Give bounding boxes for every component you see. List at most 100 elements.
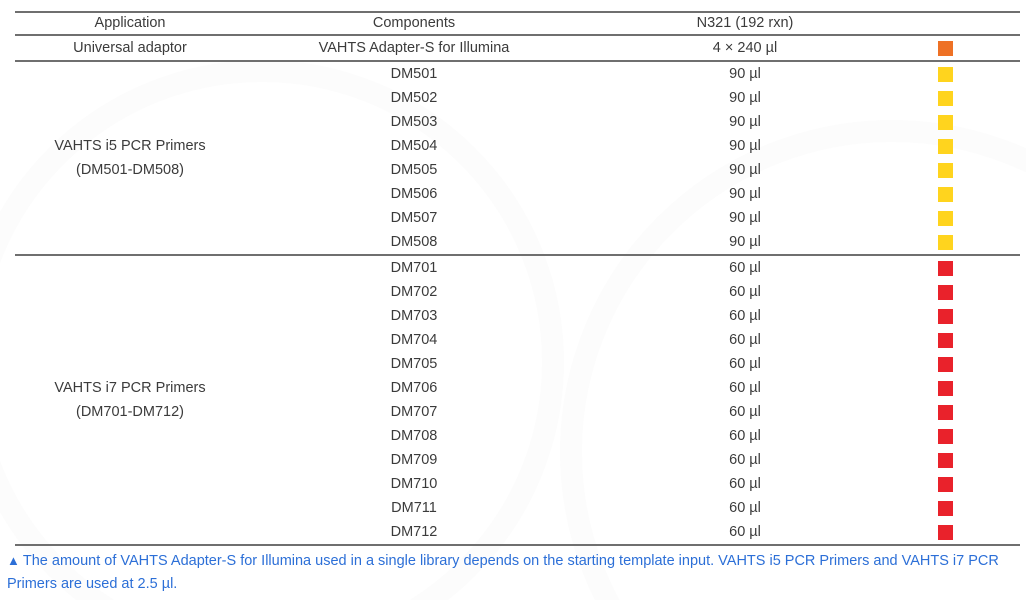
red-swatch (938, 332, 953, 348)
amount-cell: 90 µl (729, 138, 761, 154)
table-row: DM706 60 µl (245, 376, 1020, 400)
yellow-swatch (938, 114, 953, 130)
red-swatch (938, 308, 953, 324)
component-cell: DM705 (390, 356, 438, 372)
table-row: DM703 60 µl (245, 304, 1020, 328)
footnote-text: The amount of VAHTS Adapter-S for Illumi… (7, 553, 999, 592)
red-swatch (938, 404, 953, 420)
table-row: DM707 60 µl (245, 400, 1020, 424)
red-swatch (938, 500, 953, 516)
amount-cell: 60 µl (729, 524, 761, 540)
red-swatch (938, 452, 953, 468)
red-swatch (938, 380, 953, 396)
table-row: DM505 90 µl (245, 158, 1020, 182)
table-row: DM502 90 µl (245, 86, 1020, 110)
amount-cell: 60 µl (729, 356, 761, 372)
swatch-cell (907, 90, 1020, 106)
table-row: DM711 60 µl (245, 496, 1020, 520)
table-row: DM702 60 µl (245, 280, 1020, 304)
amount-cell: 60 µl (729, 500, 761, 516)
component-cell: DM712 (390, 524, 438, 540)
table-group: VAHTS i5 PCR Primers (DM501-DM508) DM501 … (15, 62, 1020, 256)
component-cell: DM507 (390, 210, 438, 226)
swatch-cell (907, 380, 1020, 396)
table-row: DM712 60 µl (245, 520, 1020, 544)
table-row: DM504 90 µl (245, 134, 1020, 158)
application-label-line: VAHTS i7 PCR Primers (54, 380, 206, 396)
component-cell: DM505 (390, 162, 438, 178)
component-cell: DM701 (390, 260, 438, 276)
swatch-cell (907, 332, 1020, 348)
table-row: DM506 90 µl (245, 182, 1020, 206)
application-label-line: (DM701-DM712) (76, 404, 184, 420)
swatch-cell (907, 452, 1020, 468)
swatch-cell (907, 404, 1020, 420)
group-rows: VAHTS Adapter-S for Illumina 4 × 240 µl (245, 36, 1020, 60)
yellow-swatch (938, 210, 953, 226)
table-body: Universal adaptor VAHTS Adapter-S for Il… (15, 36, 1020, 546)
red-swatch (938, 524, 953, 540)
column-header-components: Components (372, 15, 456, 31)
table-group: VAHTS i7 PCR Primers (DM701-DM712) DM701 … (15, 256, 1020, 546)
table-row: DM508 90 µl (245, 230, 1020, 254)
footnote: ▲ The amount of VAHTS Adapter-S for Illum… (7, 549, 1020, 596)
yellow-swatch (938, 186, 953, 202)
group-rows: DM501 90 µl DM502 90 µl DM503 90 µl DM50… (245, 62, 1020, 254)
component-cell: DM707 (390, 404, 438, 420)
amount-cell: 60 µl (729, 308, 761, 324)
amount-cell: 60 µl (729, 380, 761, 396)
application-label-line: VAHTS i5 PCR Primers (54, 138, 206, 154)
component-cell: DM706 (390, 380, 438, 396)
table-row: DM708 60 µl (245, 424, 1020, 448)
table-row: DM701 60 µl (245, 256, 1020, 280)
component-cell: DM710 (390, 476, 438, 492)
triangle-marker: ▲ (7, 553, 20, 568)
table-row: VAHTS Adapter-S for Illumina 4 × 240 µl (245, 36, 1020, 60)
swatch-cell (907, 308, 1020, 324)
component-cell: DM506 (390, 186, 438, 202)
amount-cell: 90 µl (729, 90, 761, 106)
swatch-cell (907, 186, 1020, 202)
swatch-cell (907, 66, 1020, 82)
swatch-cell (907, 524, 1020, 540)
amount-cell: 60 µl (729, 476, 761, 492)
swatch-cell (907, 260, 1020, 276)
amount-cell: 60 µl (729, 284, 761, 300)
yellow-swatch (938, 234, 953, 250)
component-cell: DM503 (390, 114, 438, 130)
swatch-cell (907, 40, 1020, 56)
amount-cell: 60 µl (729, 260, 761, 276)
amount-cell: 90 µl (729, 114, 761, 130)
table-row: DM507 90 µl (245, 206, 1020, 230)
group-rows: DM701 60 µl DM702 60 µl DM703 60 µl DM70… (245, 256, 1020, 544)
amount-cell: 60 µl (729, 404, 761, 420)
column-header-application: Application (94, 15, 166, 31)
component-cell: DM709 (390, 452, 438, 468)
component-cell: DM711 (391, 500, 437, 516)
application-cell: Universal adaptor (15, 36, 245, 60)
swatch-cell (907, 428, 1020, 444)
table-row: DM705 60 µl (245, 352, 1020, 376)
swatch-cell (907, 356, 1020, 372)
component-cell: DM508 (390, 234, 438, 250)
yellow-swatch (938, 66, 953, 82)
reagent-components-table: Application Components N321 (192 rxn) Un… (15, 11, 1020, 546)
amount-cell: 90 µl (729, 210, 761, 226)
amount-cell: 90 µl (729, 66, 761, 82)
amount-cell: 90 µl (729, 162, 761, 178)
component-cell: VAHTS Adapter-S for Illumina (318, 40, 510, 56)
component-cell: DM502 (390, 90, 438, 106)
table-row: DM710 60 µl (245, 472, 1020, 496)
swatch-cell (907, 284, 1020, 300)
amount-cell: 60 µl (729, 452, 761, 468)
component-cell: DM501 (390, 66, 438, 82)
swatch-cell (907, 114, 1020, 130)
swatch-cell (907, 138, 1020, 154)
swatch-cell (907, 500, 1020, 516)
application-cell: VAHTS i5 PCR Primers (DM501-DM508) (15, 62, 245, 254)
amount-cell: 90 µl (729, 186, 761, 202)
application-label-line: Universal adaptor (73, 40, 187, 56)
table-group: Universal adaptor VAHTS Adapter-S for Il… (15, 36, 1020, 62)
table-header-row: Application Components N321 (192 rxn) (15, 13, 1020, 36)
component-cell: DM504 (390, 138, 438, 154)
